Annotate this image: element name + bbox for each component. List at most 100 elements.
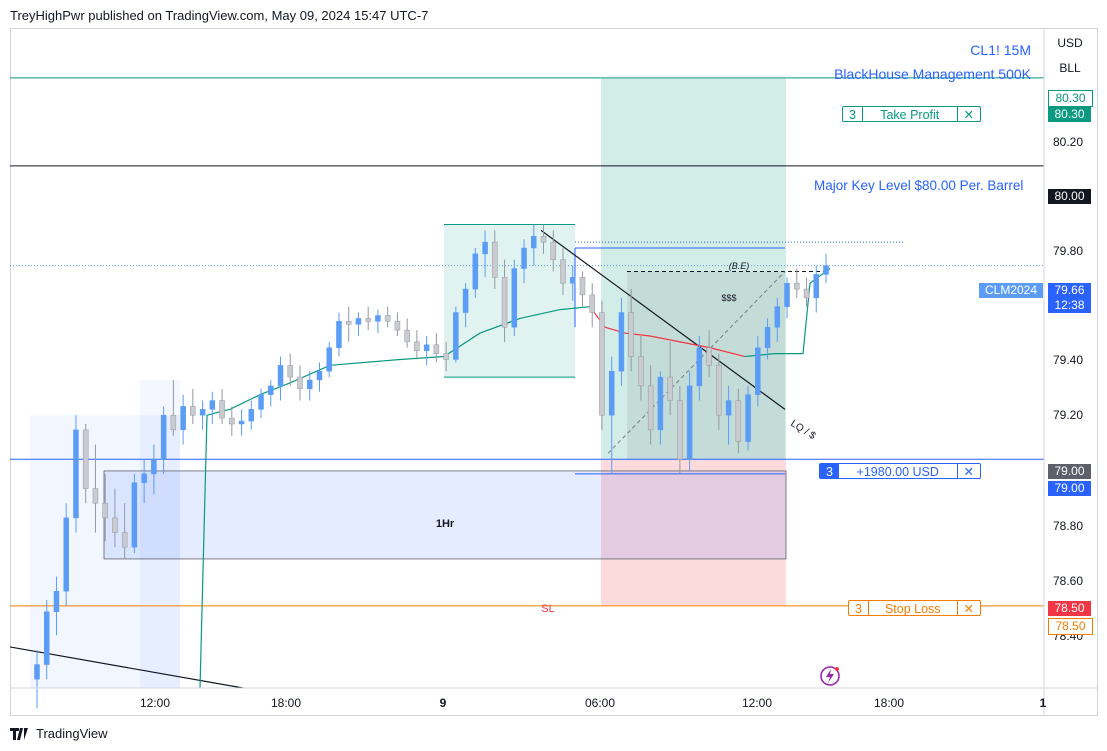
y-tick-label: 78.60 <box>1053 574 1083 588</box>
candle-body <box>618 312 625 372</box>
candle-body <box>336 321 342 348</box>
entry-axis-tag: 79.00 <box>1048 464 1091 479</box>
candle-body <box>569 277 576 284</box>
candle-body <box>248 409 255 422</box>
candle-body <box>784 282 790 307</box>
x-tick-label: 12:00 <box>742 696 772 710</box>
candle-body <box>63 517 69 592</box>
candle-body <box>696 347 703 387</box>
be-label: (B.E) <box>729 261 750 271</box>
tradingview-logo-icon <box>10 727 28 740</box>
candle-body <box>384 315 391 322</box>
candle-body <box>297 376 303 390</box>
publish-header: TreyHighPwr published on TradingView.com… <box>10 8 429 23</box>
candle-body <box>511 268 518 328</box>
candle-body <box>453 312 459 360</box>
candle-body <box>219 400 225 419</box>
candle-body <box>794 282 800 290</box>
pos-qty: 3 <box>820 464 839 479</box>
position-axis-tag: 79.00 <box>1048 481 1091 496</box>
key-level-axis-tag: 80.00 <box>1048 189 1091 204</box>
sl-close-icon[interactable]: ✕ <box>956 601 980 616</box>
candle-body <box>355 318 362 325</box>
candle-body <box>365 318 371 322</box>
footer-brand-text: TradingView <box>36 726 108 741</box>
candle-body <box>647 385 654 431</box>
candle-body <box>482 241 488 255</box>
last-price-tag: 79.66 <box>1048 283 1091 298</box>
candle-body <box>180 406 186 431</box>
candle-body <box>599 312 605 416</box>
candle-body <box>813 274 820 299</box>
pos-pnl: +1980.00 USD <box>856 465 939 479</box>
hourly-zone <box>103 470 787 560</box>
dashed-projection <box>607 271 786 454</box>
candle-body <box>345 321 352 325</box>
candle-body <box>560 259 566 284</box>
candle-body <box>53 590 60 612</box>
candle-body <box>706 347 712 366</box>
sl-axis-tag: 78.50 <box>1048 601 1091 616</box>
candle-body <box>492 241 498 278</box>
x-tick-label: 18:00 <box>874 696 904 710</box>
candle-body <box>131 482 138 548</box>
position-order[interactable]: 3 +1980.00 USD ✕ <box>819 463 981 479</box>
candle-body <box>170 414 177 431</box>
candle-body <box>803 288 810 299</box>
candle-body <box>521 247 527 269</box>
candle-body <box>667 376 673 401</box>
candle-body <box>433 344 440 354</box>
pos-close-icon[interactable]: ✕ <box>956 464 980 479</box>
candle-body <box>423 344 430 351</box>
stop-loss-order[interactable]: 3 Stop Loss ✕ <box>848 600 981 616</box>
candle-body <box>404 329 410 343</box>
y-tick-label: 79.20 <box>1053 408 1083 422</box>
y-tick-label: 79.80 <box>1053 244 1083 258</box>
candle-body <box>755 347 761 395</box>
sl-qty: 3 <box>849 601 869 616</box>
candle-body <box>550 241 557 260</box>
x-tick-label: 18:00 <box>271 696 301 710</box>
take-profit-order[interactable]: 3 Take Profit ✕ <box>842 106 981 122</box>
candle-body <box>774 306 781 328</box>
candle-body <box>112 517 118 533</box>
candle-body <box>316 370 323 381</box>
candle-body <box>199 409 206 416</box>
y-tick-label: 79.40 <box>1053 353 1083 367</box>
candle-body <box>160 414 167 460</box>
candle-body <box>141 473 147 483</box>
symbol-price-label: CLM2024 <box>979 283 1043 298</box>
descending-trendline <box>540 229 786 410</box>
currency-toggle[interactable]: USD <box>1057 36 1083 50</box>
candle-body <box>501 277 508 328</box>
candle-body <box>34 664 40 680</box>
candle-body <box>725 400 732 416</box>
unit-toggle[interactable]: BLL <box>1059 61 1081 75</box>
candle-body <box>238 420 245 425</box>
candle-body <box>462 288 469 313</box>
candle-body <box>443 353 449 360</box>
candle-body <box>306 379 313 390</box>
candle-body <box>657 376 664 431</box>
lq-label: LQ / $ <box>788 418 817 442</box>
candle-body <box>472 253 479 290</box>
sl-label: SL <box>541 603 554 615</box>
candle-body <box>394 321 401 331</box>
candle-body <box>287 365 294 378</box>
chart-frame <box>10 28 1098 716</box>
candles <box>34 224 829 709</box>
candle-body <box>258 394 264 410</box>
candle-body <box>677 400 683 460</box>
bolt-icon <box>826 669 834 683</box>
candle-body <box>326 347 332 372</box>
tp-qty: 3 <box>843 107 863 122</box>
dollar-label: $$$ <box>721 293 736 303</box>
candle-body <box>121 532 128 548</box>
candle-body <box>735 400 742 442</box>
candle-body <box>823 265 829 275</box>
tp-close-icon[interactable]: ✕ <box>956 107 980 122</box>
management-subtitle: BlackHouse Management 500K <box>834 66 1031 82</box>
candle-body <box>229 417 235 425</box>
candle-body <box>190 406 196 416</box>
